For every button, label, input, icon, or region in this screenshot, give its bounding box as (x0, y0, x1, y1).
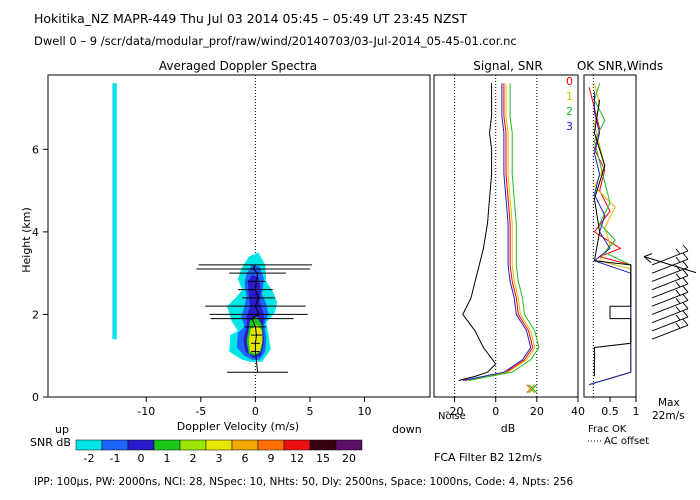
winds-x-tick-label-1: 1 (633, 405, 640, 418)
noise-marker-1 (528, 384, 538, 394)
x-tick-label-3: 5 (306, 405, 313, 418)
frac-ok-series-0 (588, 87, 632, 386)
colorbar-tick-3: 1 (164, 452, 171, 465)
x-tick-label-0: -10 (137, 405, 155, 418)
colorbar-tick-0: -2 (84, 452, 95, 465)
colorbar-swatch-6 (231, 439, 259, 451)
spectra-ylabel: Height (km) (20, 207, 33, 273)
winds-x-tick-label-0: 0.5 (601, 405, 619, 418)
wind-barb-1 (651, 310, 689, 332)
signal-series-3 (462, 83, 532, 381)
wind-barb-5 (651, 277, 689, 299)
winds-xlabel: Frac OK (588, 424, 627, 435)
signal-x-tick-label-3: 40 (571, 405, 585, 418)
signal-series-0 (464, 83, 534, 381)
wind-barb-2 (651, 302, 689, 324)
up-label: up (55, 423, 69, 436)
snr-contour-4 (248, 324, 262, 354)
colorbar-tick-8: 12 (290, 452, 304, 465)
filter-label: FCA Filter B2 12m/s (434, 451, 542, 464)
colorbar-tick-1: -1 (110, 452, 121, 465)
colorbar-swatch-2 (127, 439, 155, 451)
x-tick-label-4: 10 (358, 405, 372, 418)
winds-title: OK SNR,Winds (577, 59, 663, 73)
y-tick-label-2: 4 (32, 226, 39, 239)
max-speed-label: 22m/s (652, 410, 685, 422)
ac-offset-label: AC offset (604, 436, 649, 447)
winds-frame (583, 74, 637, 398)
colorbar-swatch-5 (205, 439, 233, 451)
colorbar-swatch-10 (335, 439, 363, 451)
legend-entry-2: 2 (566, 105, 573, 118)
frac-ok-series-4 (593, 99, 632, 377)
wind-barb-8 (651, 252, 689, 274)
x-tick-label-1: -5 (195, 405, 206, 418)
spectra-xlabel: Doppler Velocity (m/s) (177, 420, 299, 433)
mean-velocity-trace (251, 264, 260, 373)
noise-marker-0 (526, 384, 536, 394)
params-footer: IPP: 100μs, PW: 2000ns, NCI: 28, NSpec: … (34, 476, 573, 488)
colorbar-tick-10: 20 (342, 452, 356, 465)
spectra-frame (47, 74, 431, 398)
noise-label: Noise (438, 411, 466, 422)
x-tick-label-2: 0 (252, 405, 259, 418)
colorbar-swatch-7 (257, 439, 285, 451)
legend-entry-3: 3 (566, 120, 573, 133)
colorbar-label: SNR dB (30, 436, 71, 449)
down-label: down (392, 423, 422, 436)
wind-barb-3 (651, 294, 689, 315)
wind-barb-9 (651, 244, 689, 266)
y-tick-label-0: 0 (32, 391, 39, 404)
colorbar-tick-7: 9 (268, 452, 275, 465)
colorbar-swatch-1 (101, 439, 129, 451)
legend-entry-0: 0 (566, 75, 573, 88)
signal-title: Signal, SNR (473, 59, 542, 73)
spectra-panel: -10 -5 0 5 10 0 2 4 6 (32, 74, 431, 418)
y-tick-label-1: 2 (32, 308, 39, 321)
signal-series-1 (466, 83, 536, 381)
colorbar-swatch-8 (283, 439, 311, 451)
wind-barb-4 (651, 285, 689, 307)
spectra-title: Averaged Doppler Spectra (159, 59, 317, 73)
colorbar-swatch-3 (153, 439, 181, 451)
figure-subtitle: Dwell 0 – 9 /scr/data/modular_prof/raw/w… (34, 34, 517, 48)
y-tick-label-3: 6 (32, 143, 39, 156)
legend-entry-1: 1 (566, 90, 573, 103)
snr-contour-5 (249, 277, 260, 296)
colorbar-tick-4: 2 (190, 452, 197, 465)
signal-x-tick-label-0: -20 (446, 405, 464, 418)
colorbar: -2 -1 0 1 2 3 6 9 12 15 20 (75, 439, 363, 465)
signal-panel: -20 0 20 40 (433, 74, 585, 418)
colorbar-tick-6: 6 (242, 452, 249, 465)
signal-series-4 (458, 83, 497, 381)
colorbar-swatch-0 (75, 439, 103, 451)
signal-series-2 (468, 83, 540, 381)
colorbar-tick-9: 15 (316, 452, 330, 465)
signal-xlabel: dB (501, 422, 516, 435)
colorbar-swatch-9 (309, 439, 337, 451)
colorbar-tick-5: 3 (216, 452, 223, 465)
figure-title: Hokitika_NZ MAPR-449 Thu Jul 03 2014 05:… (34, 11, 467, 26)
max-label: Max (658, 397, 680, 409)
wind-barb-6 (651, 269, 689, 291)
signal-frame (433, 74, 579, 398)
snr-contour-6 (112, 83, 117, 340)
colorbar-tick-2: 0 (138, 452, 145, 465)
colorbar-swatch-4 (179, 439, 207, 451)
max-wind-arrow (643, 253, 697, 274)
signal-x-tick-label-2: 20 (530, 405, 544, 418)
wind-barb-0 (651, 318, 689, 340)
signal-x-tick-label-1: 0 (492, 405, 499, 418)
winds-panel: 0 1 2 3 0.5 1 (566, 74, 697, 418)
